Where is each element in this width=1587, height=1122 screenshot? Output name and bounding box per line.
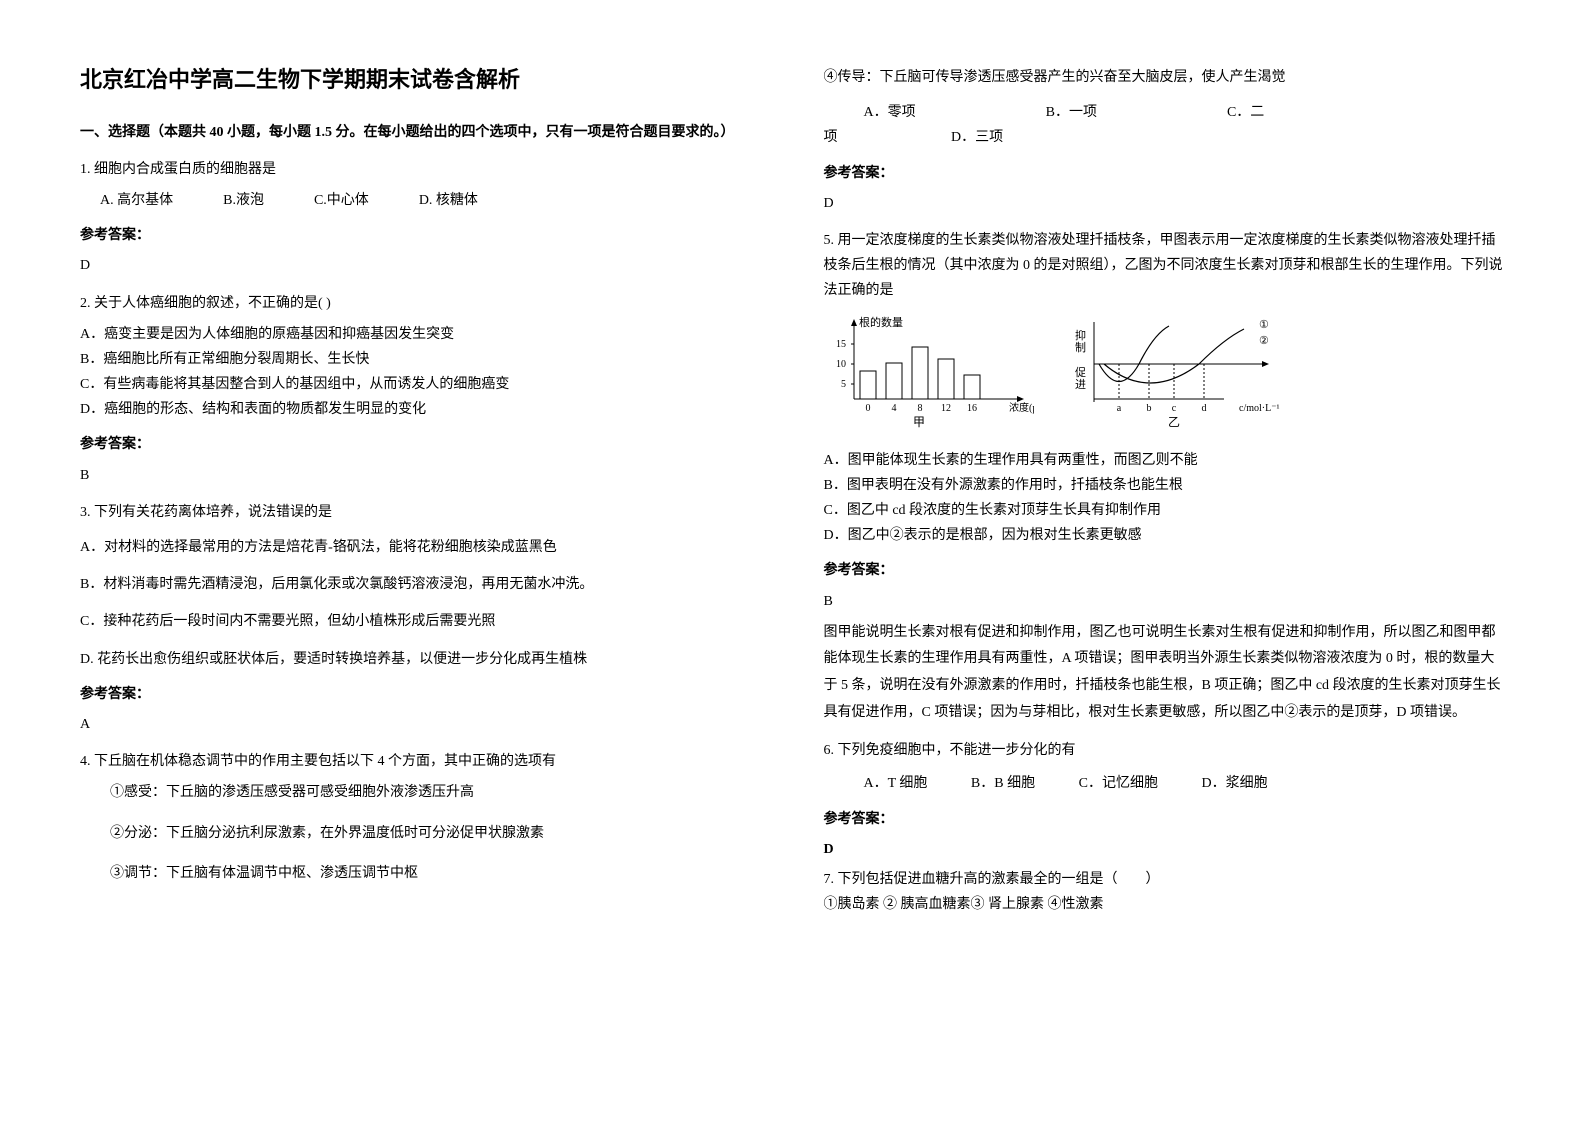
svg-text:制: 制 xyxy=(1075,341,1086,354)
svg-text:0: 0 xyxy=(865,403,870,414)
page-title: 北京红冶中学高二生物下学期期末试卷含解析 xyxy=(80,60,764,100)
q4-stem: 4. 下丘脑在机体稳态调节中的作用主要包括以下 4 个方面，其中正确的选项有 xyxy=(80,749,764,774)
chart-jia-svg: 5 10 15 0 4 8 12 16 浓度(ppm) 根的数量 甲 xyxy=(824,314,1034,429)
q4-answer-label: 参考答案： xyxy=(824,161,1508,186)
q2-optB: B．癌细胞比所有正常细胞分裂周期长、生长快 xyxy=(80,347,764,372)
svg-text:10: 10 xyxy=(836,359,846,370)
q5-answer: B xyxy=(824,589,1508,614)
svg-text:甲: 甲 xyxy=(912,415,924,429)
q5-optC: C．图乙中 cd 段浓度的生长素对顶芽生长具有抑制作用 xyxy=(824,498,1508,523)
q4-options-row1: A．零项 B．一项 C．二 xyxy=(824,100,1508,125)
q4-p3: ③调节：下丘脑有体温调节中枢、渗透压调节中枢 xyxy=(110,861,764,886)
svg-text:促: 促 xyxy=(1075,365,1086,379)
q2-optC: C．有些病毒能将其基因整合到人的基因组中，从而诱发人的细胞癌变 xyxy=(80,372,764,397)
chart-jia: 5 10 15 0 4 8 12 16 浓度(ppm) 根的数量 甲 xyxy=(824,314,1034,438)
chart-yi-svg: 抑 制 促 进 ① ② a b c d xyxy=(1064,314,1294,429)
svg-text:5: 5 xyxy=(841,379,846,390)
q4-answer: D xyxy=(824,191,1508,216)
q4-optA: A．零项 xyxy=(864,100,916,125)
q4-p2: ②分泌：下丘脑分泌抗利尿激素，在外界温度低时可分泌促甲状腺激素 xyxy=(110,821,764,846)
q4-options-row2: 项 D．三项 xyxy=(824,125,1508,150)
svg-text:b: b xyxy=(1146,403,1151,414)
section-header-1: 一、选择题（本题共 40 小题，每小题 1.5 分。在每小题给出的四个选项中，只… xyxy=(80,120,764,145)
q2-stem: 2. 关于人体癌细胞的叙述，不正确的是( ) xyxy=(80,291,764,316)
q6-answer: D xyxy=(824,837,1508,862)
q3-answer: A xyxy=(80,712,764,737)
svg-text:d: d xyxy=(1201,403,1206,414)
q1-options: A. 高尔基体 B.液泡 C.中心体 D. 核糖体 xyxy=(80,188,764,213)
q1-optA: A. 高尔基体 xyxy=(100,188,173,213)
svg-text:15: 15 xyxy=(836,339,846,350)
q5-explain: 图甲能说明生长素对根有促进和抑制作用，图乙也可说明生长素对生根有促进和抑制作用，… xyxy=(824,620,1508,726)
q4-optC: C．二 xyxy=(1227,100,1264,125)
q2-answer-label: 参考答案： xyxy=(80,432,764,457)
q7-stem: 7. 下列包括促进血糖升高的激素最全的一组是（ ） xyxy=(824,867,1508,892)
q6-optD: D．浆细胞 xyxy=(1201,776,1267,791)
svg-text:c: c xyxy=(1171,403,1176,414)
svg-text:根的数量: 根的数量 xyxy=(859,315,903,329)
svg-text:浓度(ppm): 浓度(ppm) xyxy=(1009,401,1034,414)
q4-optC2: 项 xyxy=(824,130,838,145)
right-column: ④传导：下丘脑可传导渗透压感受器产生的兴奋至大脑皮层，使人产生渴觉 A．零项 B… xyxy=(794,60,1538,1082)
svg-text:4: 4 xyxy=(891,403,896,414)
q1-optB: B.液泡 xyxy=(223,188,264,213)
q1-stem: 1. 细胞内合成蛋白质的细胞器是 xyxy=(80,157,764,182)
q3-answer-label: 参考答案： xyxy=(80,682,764,707)
q4-optB: B．一项 xyxy=(1046,100,1097,125)
chart-yi: 抑 制 促 进 ① ② a b c d xyxy=(1064,314,1294,438)
svg-text:8: 8 xyxy=(917,403,922,414)
q1-optC: C.中心体 xyxy=(314,188,369,213)
q6-optC: C．记忆细胞 xyxy=(1079,776,1158,791)
svg-text:进: 进 xyxy=(1075,378,1086,391)
q1-answer: D xyxy=(80,253,764,278)
q5-optD: D．图乙中②表示的是根部，因为根对生长素更敏感 xyxy=(824,523,1508,548)
q6-optB: B．B 细胞 xyxy=(971,776,1035,791)
q3-optA: A．对材料的选择最常用的方法是焙花青-铬矾法，能将花粉细胞核染成蓝黑色 xyxy=(80,535,764,560)
q3-stem: 3. 下列有关花药离体培养，说法错误的是 xyxy=(80,500,764,525)
q4-optD: D．三项 xyxy=(951,130,1003,145)
q5-answer-label: 参考答案： xyxy=(824,558,1508,583)
q6-options: A．T 细胞 B．B 细胞 C．记忆细胞 D．浆细胞 xyxy=(824,771,1508,796)
q5-charts: 5 10 15 0 4 8 12 16 浓度(ppm) 根的数量 甲 xyxy=(824,314,1508,438)
q6-answer-label: 参考答案： xyxy=(824,807,1508,832)
svg-text:c/mol·L⁻¹: c/mol·L⁻¹ xyxy=(1239,403,1280,414)
q2-optA: A．癌变主要是因为人体细胞的原癌基因和抑癌基因发生突变 xyxy=(80,322,764,347)
q5-optB: B．图甲表明在没有外源激素的作用时，扦插枝条也能生根 xyxy=(824,473,1508,498)
q5-optA: A．图甲能体现生长素的生理作用具有两重性，而图乙则不能 xyxy=(824,448,1508,473)
q5-stem: 5. 用一定浓度梯度的生长素类似物溶液处理扦插枝条，甲图表示用一定浓度梯度的生长… xyxy=(824,228,1508,304)
svg-text:②: ② xyxy=(1259,335,1269,347)
q3-optB: B．材料消毒时需先酒精浸泡，后用氯化汞或次氯酸钙溶液浸泡，再用无菌水冲洗。 xyxy=(80,572,764,597)
q1-optD: D. 核糖体 xyxy=(419,188,478,213)
svg-text:乙: 乙 xyxy=(1167,415,1179,429)
svg-text:a: a xyxy=(1116,403,1121,414)
q4-p4: ④传导：下丘脑可传导渗透压感受器产生的兴奋至大脑皮层，使人产生渴觉 xyxy=(824,65,1508,90)
svg-text:12: 12 xyxy=(941,403,951,414)
q7-line2: ①胰岛素 ② 胰高血糖素③ 肾上腺素 ④性激素 xyxy=(824,892,1508,917)
q1-answer-label: 参考答案： xyxy=(80,223,764,248)
svg-text:16: 16 xyxy=(967,403,977,414)
q3-optC: C．接种花药后一段时间内不需要光照，但幼小植株形成后需要光照 xyxy=(80,609,764,634)
svg-text:抑: 抑 xyxy=(1075,328,1086,342)
q3-optD: D. 花药长出愈伤组织或胚状体后，要适时转换培养基，以便进一步分化成再生植株 xyxy=(80,647,764,672)
q4-p1: ①感受：下丘脑的渗透压感受器可感受细胞外液渗透压升高 xyxy=(110,780,764,805)
q2-optD: D．癌细胞的形态、结构和表面的物质都发生明显的变化 xyxy=(80,397,764,422)
q2-answer: B xyxy=(80,463,764,488)
left-column: 北京红冶中学高二生物下学期期末试卷含解析 一、选择题（本题共 40 小题，每小题… xyxy=(50,60,794,1082)
q6-optA: A．T 细胞 xyxy=(864,776,928,791)
q6-stem: 6. 下列免疫细胞中，不能进一步分化的有 xyxy=(824,738,1508,763)
svg-text:①: ① xyxy=(1259,319,1269,331)
